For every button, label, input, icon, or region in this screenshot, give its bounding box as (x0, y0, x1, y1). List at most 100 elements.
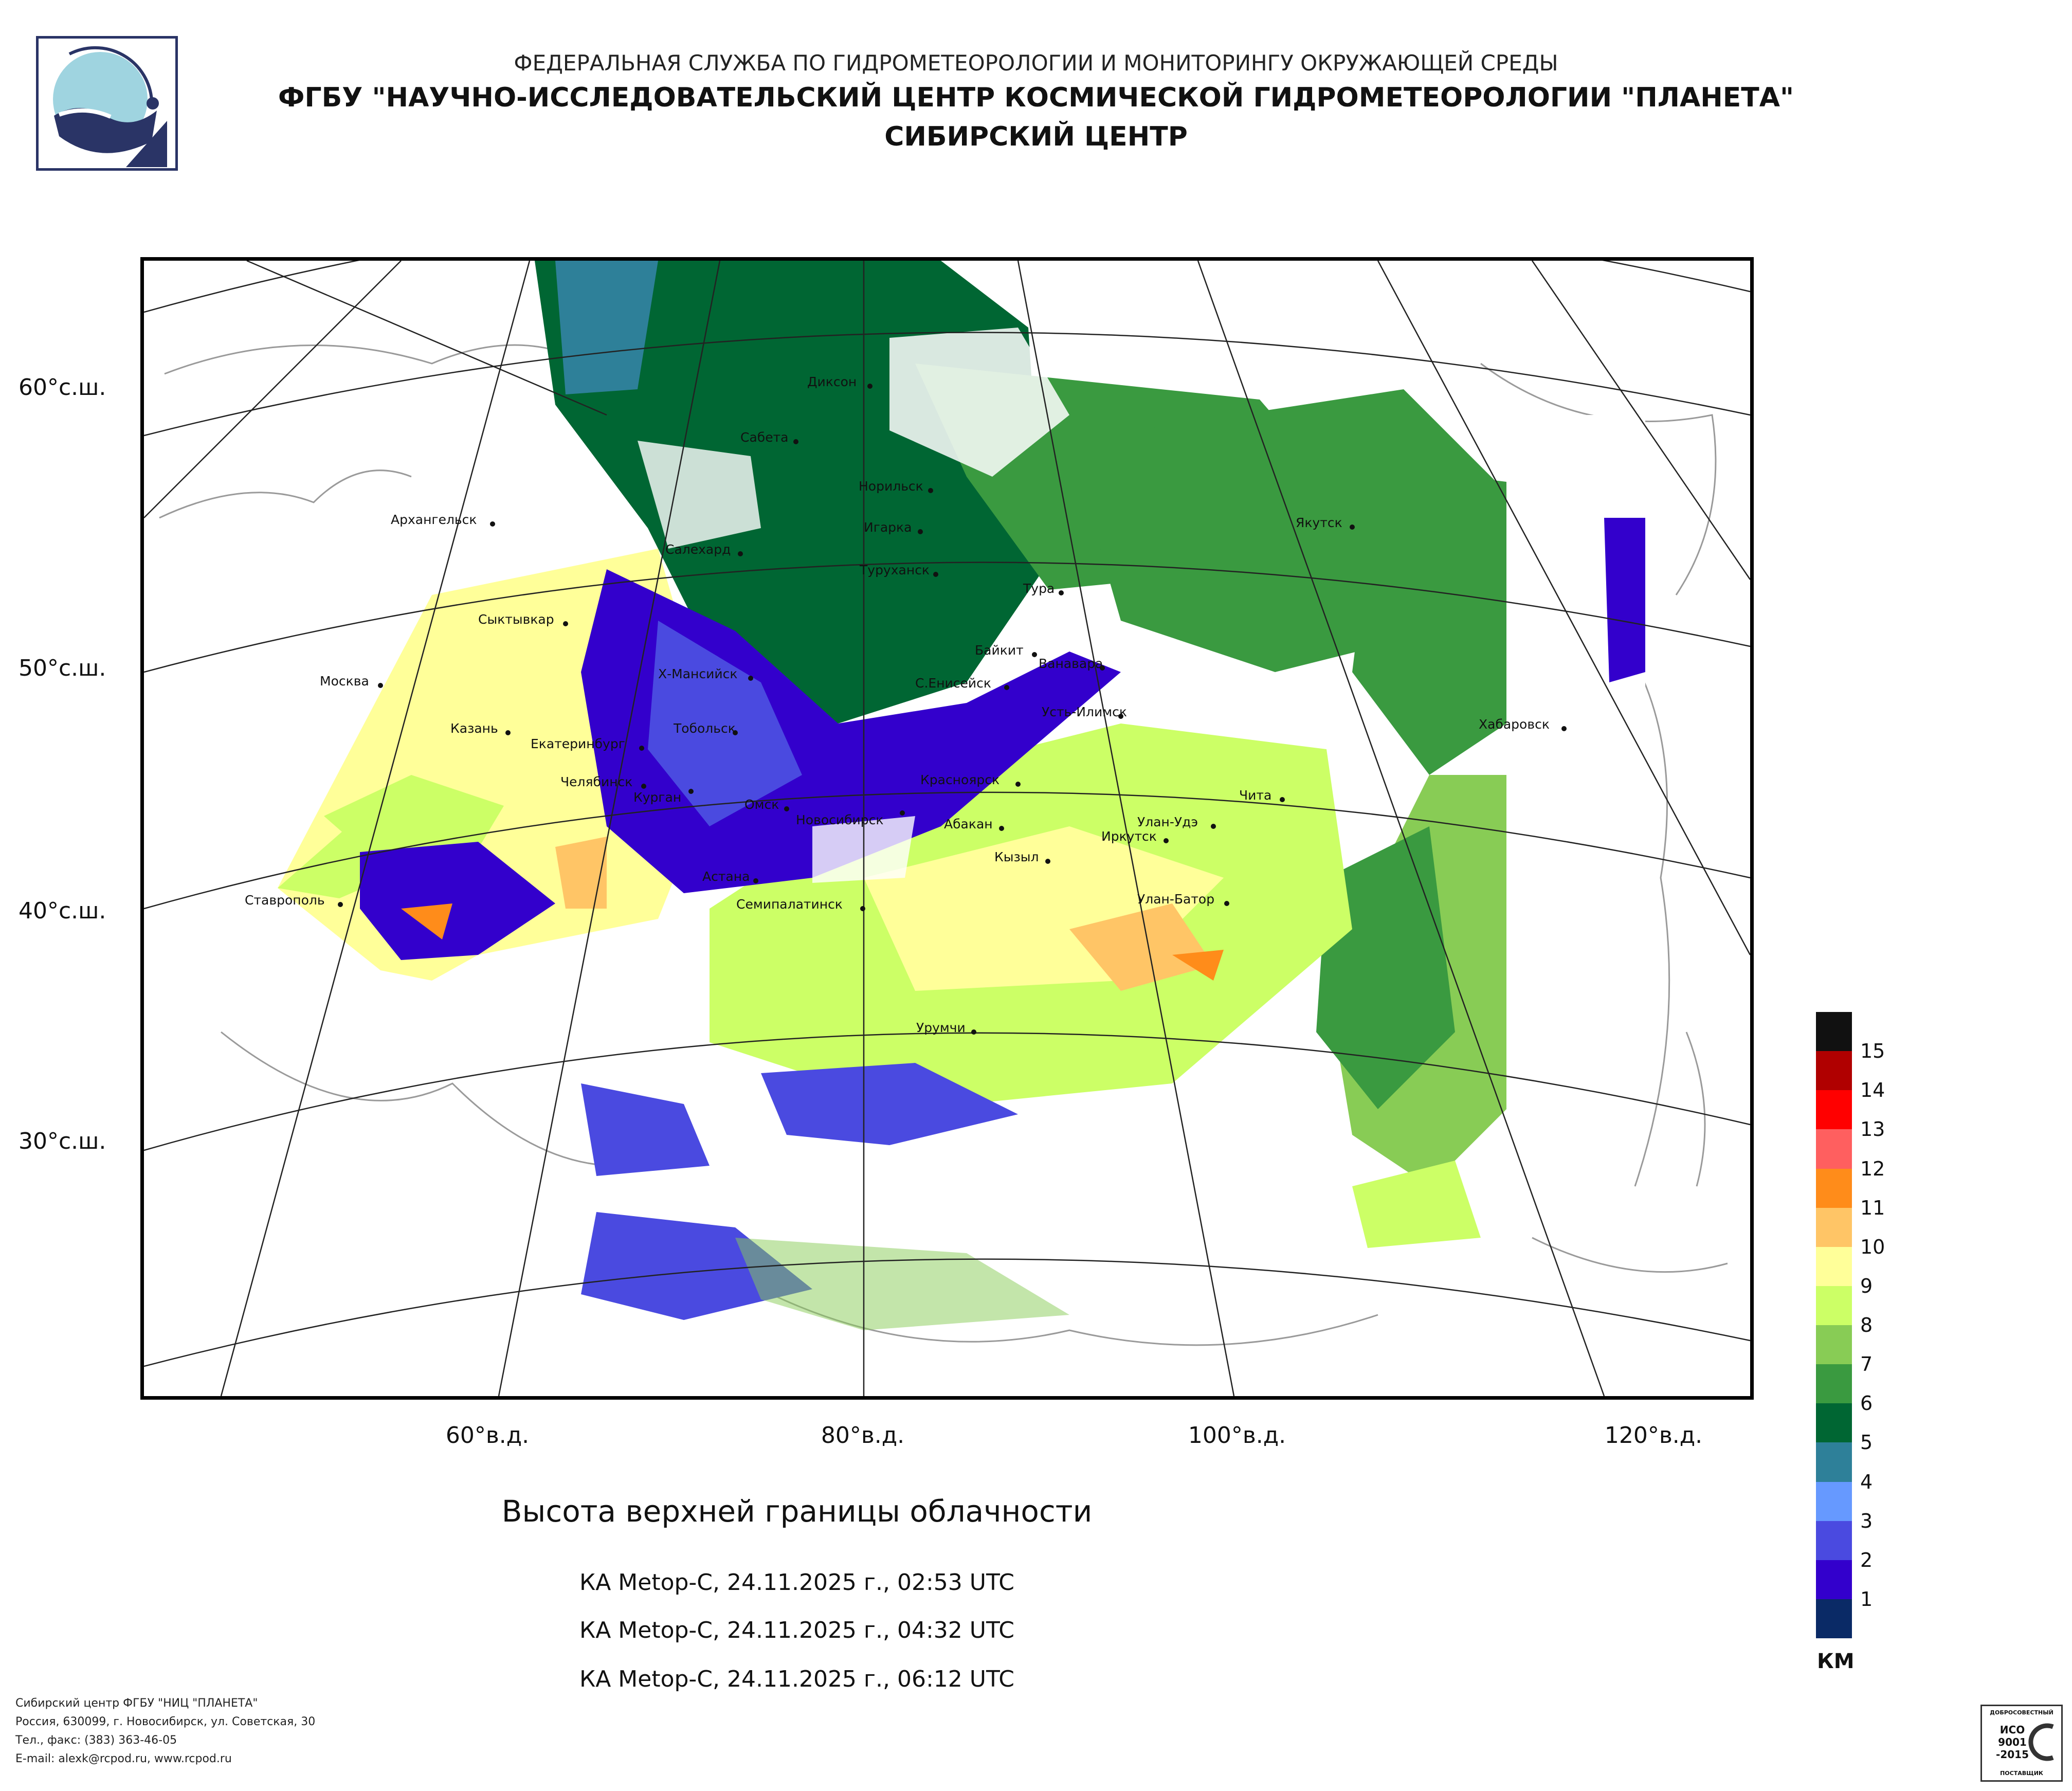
legend-label: 6 (1860, 1392, 1873, 1415)
header-institute: ФГБУ "НАУЧНО-ИССЛЕДОВАТЕЛЬСКИЙ ЦЕНТР КОС… (278, 82, 1794, 113)
svg-text:Х-Мансийск: Х-Мансийск (658, 666, 737, 681)
city-turukhansk: Туруханск (859, 563, 938, 577)
svg-text:Якутск: Якутск (1296, 515, 1342, 530)
svg-text:Салехард: Салехард (665, 542, 731, 557)
legend-swatch (1816, 1207, 1852, 1247)
map-title: Высота верхней границы облачности (501, 1494, 1093, 1529)
svg-text:Красноярск: Красноярск (920, 772, 999, 787)
svg-text:Хабаровск: Хабаровск (1479, 717, 1550, 732)
city-tura: Тура (1023, 581, 1064, 596)
lat-label-60: 60°с.ш. (19, 374, 106, 401)
svg-text:Игарка: Игарка (864, 520, 912, 535)
pass-2: КА Metop-C, 24.11.2025 г., 04:32 UTC (579, 1617, 1015, 1643)
legend-label: 11 (1860, 1196, 1885, 1219)
cloud-data (278, 261, 1645, 1330)
city-vanavara: Ванавара (1039, 656, 1105, 671)
city-novosibirsk: Новосибирск (796, 810, 905, 827)
city-baykit: Байкит (975, 643, 1037, 658)
city-khabarovsk: Хабаровск (1479, 717, 1567, 732)
legend-swatch (1816, 1012, 1852, 1052)
legend-color-bar (1816, 1012, 1852, 1638)
legend-swatch (1816, 1051, 1852, 1091)
legend-swatch (1816, 1599, 1852, 1638)
legend-swatch (1816, 1129, 1852, 1169)
lon-label-60: 60°в.д. (445, 1422, 530, 1449)
legend-label: 14 (1860, 1079, 1885, 1102)
city-kurgan: Курган (633, 789, 694, 805)
legend-label: 8 (1860, 1314, 1873, 1336)
city-semipalatinsk: Семипалатинск (736, 897, 865, 912)
coastlines (159, 344, 1728, 1346)
city-kazan: Казань (450, 721, 511, 736)
city-igarka: Игарка (864, 520, 923, 535)
legend-unit: КМ (1817, 1650, 1855, 1673)
lat-label-40: 40°с.ш. (19, 898, 106, 924)
header-agency: ФЕДЕРАЛЬНАЯ СЛУЖБА ПО ГИДРОМЕТЕОРОЛОГИИ … (514, 50, 1558, 76)
city-moscow: Москва (320, 674, 383, 689)
svg-text:Семипалатинск: Семипалатинск (736, 897, 843, 912)
city-abakan: Абакан (944, 817, 1004, 831)
header-center: СИБИРСКИЙ ЦЕНТР (884, 121, 1188, 152)
svg-text:Чита: Чита (1239, 788, 1271, 803)
lon-label-80: 80°в.д. (821, 1422, 905, 1449)
svg-text:Байкит: Байкит (975, 643, 1024, 658)
city-krasnoyarsk: Красноярск (920, 772, 1021, 787)
city-arkhangelsk: Архангельск (391, 512, 495, 527)
svg-text:Архангельск: Архангельск (391, 512, 477, 527)
city-sabeta: Сабета (740, 430, 798, 445)
pass-3: КА Metop-C, 24.11.2025 г., 06:12 UTC (579, 1666, 1015, 1692)
svg-text:Тобольск: Тобольск (673, 721, 736, 736)
footer-email: E-mail: alexk@rcpod.ru, www.rcpod.ru (15, 1752, 232, 1765)
legend-label: 4 (1860, 1470, 1873, 1493)
legend-label: 15 (1860, 1040, 1885, 1063)
city-irkutsk: Иркутск (1101, 829, 1169, 844)
svg-text:Ставрополь: Ставрополь (245, 893, 325, 908)
legend-label: 12 (1860, 1157, 1885, 1180)
city-astana: Астана (702, 869, 758, 884)
svg-text:Туруханск: Туруханск (859, 563, 930, 577)
legend-label: 1 (1860, 1587, 1873, 1611)
legend-swatch (1816, 1286, 1852, 1325)
svg-text:Курган: Курган (633, 790, 681, 805)
graticule (144, 261, 1750, 1396)
svg-text:Новосибирск: Новосибирск (796, 812, 884, 827)
city-salekhard: Салехард (665, 542, 743, 557)
city-ulan-bator: Улан-Батор (1137, 892, 1229, 907)
svg-text:Тура: Тура (1023, 581, 1055, 596)
city-ekaterinburg: Екатеринбург (531, 736, 644, 751)
city-chita: Чита (1239, 788, 1285, 803)
svg-text:Москва: Москва (320, 674, 369, 689)
lat-label-30: 30°с.ш. (19, 1128, 106, 1154)
cloud-top-height-map[interactable]: Диксон Сабета Норильск Игарка Архангельс… (140, 257, 1754, 1400)
city-syktyvkar: Сыктывкар (478, 612, 568, 627)
footer-phone: Тел., факс: (383) 363-46-05 (15, 1734, 177, 1747)
legend-swatch (1816, 1442, 1852, 1482)
city-omsk: Омск (744, 797, 789, 812)
legend-swatch (1816, 1246, 1852, 1286)
legend-label: 7 (1860, 1353, 1873, 1376)
svg-text:Ванавара: Ванавара (1039, 656, 1103, 671)
footer-org: Сибирский центр ФГБУ "НИЦ "ПЛАНЕТА" (15, 1697, 258, 1710)
lon-label-100: 100°в.д. (1188, 1422, 1286, 1449)
svg-text:Омск: Омск (744, 797, 779, 812)
city-khmansiysk: Х-Мансийск (658, 666, 753, 681)
svg-text:Сыктывкар: Сыктывкар (478, 612, 554, 627)
city-stavropol: Ставрополь (245, 893, 343, 908)
svg-text:Диксон: Диксон (807, 374, 857, 389)
legend-label: 3 (1860, 1509, 1873, 1532)
legend-swatch (1816, 1090, 1852, 1130)
city-tobolsk: Тобольск (673, 721, 738, 736)
svg-text:Усть-Илимск: Усть-Илимск (1042, 704, 1127, 719)
lon-label-120: 120°в.д. (1604, 1422, 1703, 1449)
certification-c-icon (2028, 1723, 2054, 1761)
legend-label: 13 (1860, 1118, 1885, 1141)
city-markers: Диксон Сабета Норильск Игарка Архангельс… (245, 374, 1567, 1035)
svg-text:Улан-Батор: Улан-Батор (1137, 892, 1214, 907)
lat-label-50: 50°с.ш. (19, 655, 106, 681)
legend-label: 2 (1860, 1548, 1873, 1571)
legend-label: 5 (1860, 1431, 1873, 1454)
legend-swatch (1816, 1325, 1852, 1365)
city-urumchi: Урумчи (916, 1020, 976, 1035)
city-ust-ilimsk: Усть-Илимск (1042, 704, 1127, 719)
svg-text:Казань: Казань (450, 721, 498, 736)
